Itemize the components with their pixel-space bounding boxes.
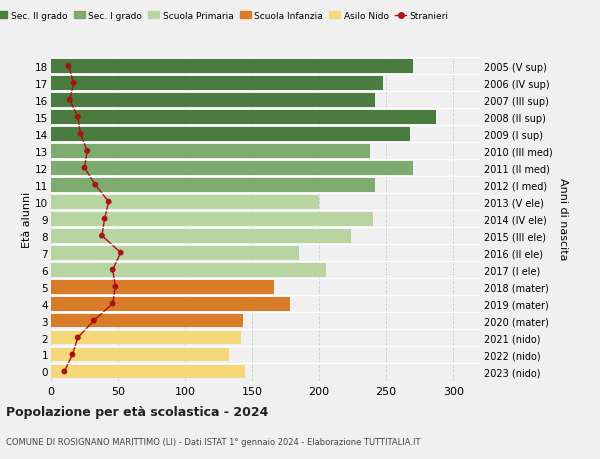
Bar (51, 60, 413, 73)
Point (64, 63, 73, 70)
Point (116, 249, 125, 257)
Bar (51, 297, 290, 311)
Point (68, 351, 77, 358)
Bar (51, 162, 413, 175)
Bar (51, 94, 376, 107)
Point (73, 114, 83, 121)
Point (108, 300, 118, 308)
Y-axis label: Età alunni: Età alunni (22, 191, 32, 247)
Point (110, 283, 120, 291)
Bar (51, 229, 352, 243)
Text: Popolazione per età scolastica - 2024: Popolazione per età scolastica - 2024 (6, 405, 268, 419)
Bar (51, 331, 241, 345)
Bar (51, 314, 243, 328)
Point (69, 80, 79, 87)
Bar (51, 348, 229, 362)
Point (100, 215, 109, 223)
Point (91, 182, 100, 189)
Bar (51, 111, 436, 124)
Bar (51, 365, 245, 379)
Bar (51, 212, 373, 226)
Point (73, 334, 83, 341)
Bar (51, 145, 370, 158)
Text: COMUNE DI ROSIGNANO MARITTIMO (LI) - Dati ISTAT 1° gennaio 2024 - Elaborazione T: COMUNE DI ROSIGNANO MARITTIMO (LI) - Dat… (6, 437, 421, 446)
Bar (51, 77, 383, 90)
Bar (51, 179, 376, 192)
Point (65, 97, 74, 104)
Bar (51, 128, 410, 141)
Point (76, 131, 85, 138)
Point (59, 368, 69, 375)
Bar (51, 195, 319, 209)
Point (82, 148, 92, 155)
Point (97, 232, 107, 240)
Bar (51, 263, 326, 277)
Legend: Sec. II grado, Sec. I grado, Scuola Primaria, Scuola Infanzia, Asilo Nido, Stran: Sec. II grado, Sec. I grado, Scuola Prim… (0, 12, 449, 21)
Point (108, 266, 118, 274)
Point (104, 199, 113, 206)
Bar (51, 280, 274, 294)
Y-axis label: Anni di nascita: Anni di nascita (559, 178, 568, 260)
Bar (51, 246, 299, 260)
Point (80, 165, 89, 172)
Point (89, 317, 99, 325)
